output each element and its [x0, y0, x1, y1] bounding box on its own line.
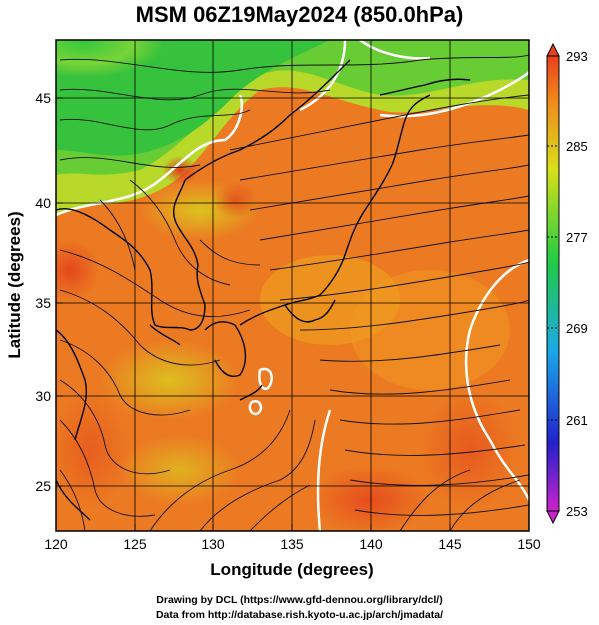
x-tick-label: 120 [44, 536, 68, 552]
footer-credit-data: Data from http://database.rish.kyoto-u.a… [155, 609, 444, 621]
colorbar-tick-label: 285 [566, 139, 588, 154]
y-axis-label: Latitude (degrees) [5, 211, 24, 358]
y-axis: 45 40 35 30 25 Latitude (degrees) [5, 90, 63, 494]
x-tick-label: 135 [280, 536, 304, 552]
footer-credit-drawing: Drawing by DCL (https://www.gfd-dennou.o… [156, 594, 443, 606]
x-tick-label: 140 [359, 536, 383, 552]
y-tick-label: 40 [35, 195, 51, 211]
wind-streamlines [59, 54, 529, 531]
y-tick-label: 35 [35, 295, 51, 311]
x-tick-label: 150 [517, 536, 541, 552]
colorbar-tick-label: 277 [566, 230, 588, 245]
y-tick-label: 25 [35, 478, 51, 494]
temperature-field [56, 40, 529, 531]
map-title: MSM 06Z19May2024 (850.0hPa) [135, 2, 464, 27]
lat-lon-grid [56, 40, 529, 531]
coastlines [56, 59, 471, 521]
colorbar-tick-label: 269 [566, 321, 588, 336]
y-tick-label: 30 [35, 388, 51, 404]
x-tick-label: 125 [123, 536, 147, 552]
x-axis-label: Longitude (degrees) [210, 560, 373, 579]
colorbar-tick-label: 253 [566, 504, 588, 519]
colorbar-tick-label: 293 [566, 49, 588, 64]
colorbar-tick-label: 261 [566, 413, 588, 428]
colorbar: 293 285 277 269 261 253 [546, 42, 588, 525]
x-tick-label: 145 [438, 536, 462, 552]
y-tick-label: 45 [35, 90, 51, 106]
x-tick-label: 130 [201, 536, 225, 552]
x-axis: 120 125 130 135 140 145 150 Longitude (d… [44, 524, 541, 579]
